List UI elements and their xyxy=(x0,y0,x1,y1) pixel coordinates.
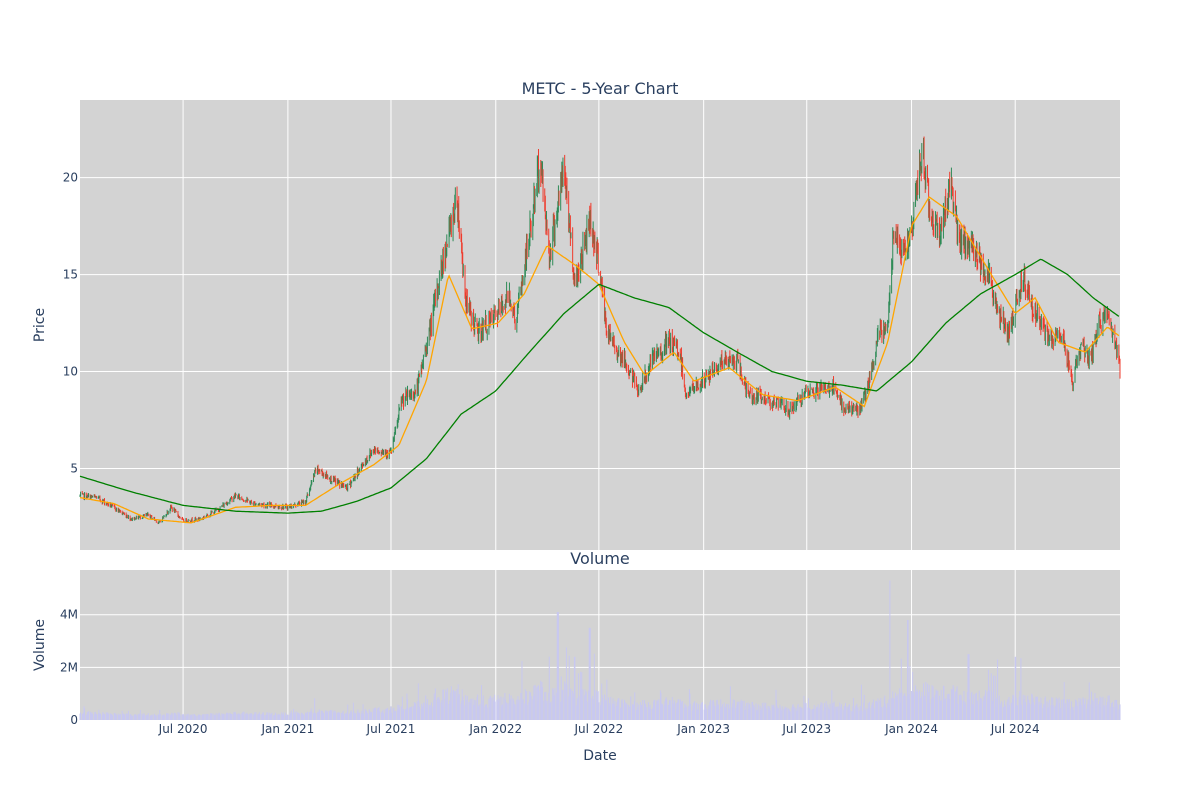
volume-plot-area xyxy=(80,570,1120,720)
price-y-tick-label: 10 xyxy=(63,365,78,379)
moving-average-line xyxy=(79,196,1120,524)
price-grid xyxy=(80,100,1120,550)
volume-y-tick-label: 2M xyxy=(60,660,78,674)
price-plot-area xyxy=(80,100,1120,550)
price-y-ticks: 5 10 15 20 xyxy=(63,171,78,476)
moving-average-line xyxy=(79,258,1120,514)
volume-y-tick-label: 0 xyxy=(70,713,78,727)
x-axis-title: Date xyxy=(583,748,616,764)
price-y-tick-label: 5 xyxy=(70,462,78,476)
volume-y-tick-label: 4M xyxy=(60,608,78,622)
volume-chart-title: Volume xyxy=(570,549,630,568)
x-tick-label: Jul 2022 xyxy=(573,722,623,736)
price-y-tick-label: 15 xyxy=(63,268,78,282)
volume-y-axis-title: Volume xyxy=(32,619,48,671)
x-tick-label: Jul 2024 xyxy=(990,722,1040,736)
price-candles xyxy=(79,136,1121,525)
x-tick-label: Jan 2021 xyxy=(260,722,314,736)
x-tick-label: Jan 2022 xyxy=(468,722,522,736)
volume-grid xyxy=(80,570,1120,720)
price-chart-title: METC - 5-Year Chart xyxy=(522,79,679,98)
x-tick-label: Jan 2023 xyxy=(676,722,730,736)
x-tick-label: Jul 2020 xyxy=(158,722,208,736)
price-y-axis-title: Price xyxy=(32,308,48,342)
volume-y-ticks: 0 2M 4M xyxy=(60,608,78,727)
price-lines xyxy=(79,196,1120,524)
volume-bars xyxy=(79,580,1121,720)
date-x-ticks: Jul 2020 Jan 2021 Jul 2021 Jan 2022 Jul 2022… xyxy=(158,722,1040,736)
x-tick-label: Jul 2023 xyxy=(781,722,831,736)
x-tick-label: Jul 2021 xyxy=(366,722,416,736)
x-tick-label: Jan 2024 xyxy=(884,722,938,736)
price-y-tick-label: 20 xyxy=(63,171,78,185)
